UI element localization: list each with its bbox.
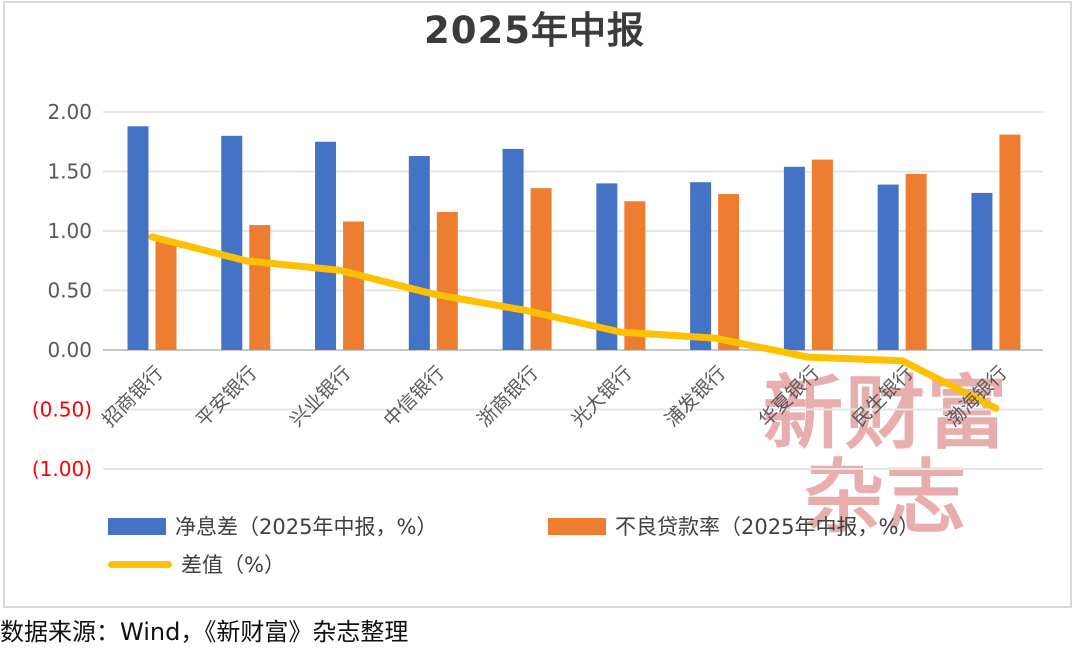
svg-text:2.00: 2.00: [47, 100, 92, 124]
yellow-line-swatch-icon: [108, 560, 172, 568]
blue-bar-swatch-icon: [108, 517, 166, 535]
svg-text:渤海银行: 渤海银行: [942, 362, 1011, 431]
svg-text:浦发银行: 浦发银行: [661, 362, 730, 431]
legend-item-npl-ratio: 不良贷款率（2025年中报，%）: [548, 511, 919, 541]
svg-text:招商银行: 招商银行: [98, 362, 167, 431]
chart-title: 2025年中报: [424, 9, 645, 52]
orange-bar-swatch-icon: [548, 517, 606, 535]
svg-text:1.00: 1.00: [47, 219, 92, 243]
svg-text:0.00: 0.00: [47, 338, 92, 362]
source-note: 数据来源：Wind，《新财富》杂志整理: [0, 618, 409, 646]
svg-text:华夏银行: 华夏银行: [755, 362, 824, 431]
svg-text:(1.00): (1.00): [32, 457, 92, 481]
legend-label-npl-ratio: 不良贷款率（2025年中报，%）: [615, 515, 920, 539]
svg-text:(0.50): (0.50): [32, 398, 92, 422]
svg-text:平安银行: 平安银行: [192, 362, 261, 431]
svg-text:1.50: 1.50: [47, 160, 92, 184]
legend-label-net-interest-margin: 净息差（2025年中报，%）: [175, 515, 438, 539]
svg-text:0.50: 0.50: [47, 279, 92, 303]
svg-text:中信银行: 中信银行: [380, 362, 449, 431]
svg-text:兴业银行: 兴业银行: [286, 362, 355, 431]
svg-text:光大银行: 光大银行: [567, 362, 636, 431]
legend-item-net-interest-margin: 净息差（2025年中报，%）: [108, 511, 437, 541]
svg-text:民生银行: 民生银行: [848, 362, 917, 431]
svg-text:浙商银行: 浙商银行: [473, 362, 542, 431]
legend-item-difference: 差值（%）: [108, 549, 285, 579]
legend-label-difference: 差值（%）: [181, 553, 285, 577]
